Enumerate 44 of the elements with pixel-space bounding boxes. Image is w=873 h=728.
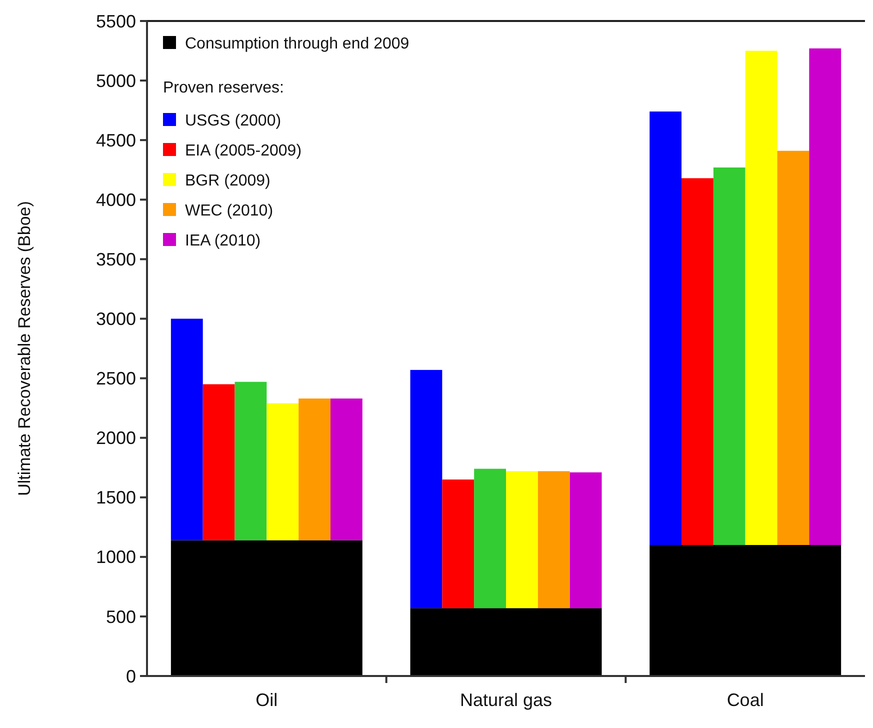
bar [713,167,746,545]
y-tick-label: 5500 [96,11,136,32]
legend-label: USGS (2000) [185,112,282,130]
bar [682,178,714,545]
legend-title: Proven reserves: [163,80,284,97]
y-tick-label: 500 [106,606,136,627]
legend-label: WEC (2010) [185,202,274,220]
bar [266,403,299,540]
legend-label: Consumption through end 2009 [185,36,410,53]
bar [330,398,362,540]
bar [442,480,474,608]
bar [745,50,778,545]
y-tick-label: 0 [126,666,136,686]
bar [650,545,842,676]
bar [777,150,810,545]
y-tick-label: 3500 [96,249,136,270]
bar [202,384,235,540]
x-tick-label: Natural gas [460,690,552,710]
y-axis-title: Ultimate Recoverable Reserves (Bboe) [15,201,34,496]
y-tick-label: 5000 [96,70,136,91]
y-tick-label: 2500 [96,368,136,389]
y-tick-label: 3000 [96,309,136,330]
y-tick-label: 1000 [96,547,136,568]
legend-label: BGR (2009) [185,172,270,190]
y-tick-label: 1500 [96,488,136,508]
legend-label: IEA (2010) [185,232,261,250]
bar [506,471,538,608]
bar [809,48,842,545]
bar [170,318,203,540]
bar [538,471,570,608]
x-tick-label: Coal [726,690,764,710]
bar [410,370,442,608]
bar [170,540,362,676]
legend-label: EIA (2005-2009) [185,142,302,160]
bar [570,472,602,608]
bar [474,468,506,608]
bar [298,398,330,540]
bar [410,608,602,676]
bar [234,382,267,540]
y-tick-label: 4000 [96,190,136,210]
y-tick-label: 2000 [96,428,136,448]
x-tick-label: Oil [256,690,278,710]
bar [650,112,682,545]
y-tick-label: 4500 [96,130,136,150]
